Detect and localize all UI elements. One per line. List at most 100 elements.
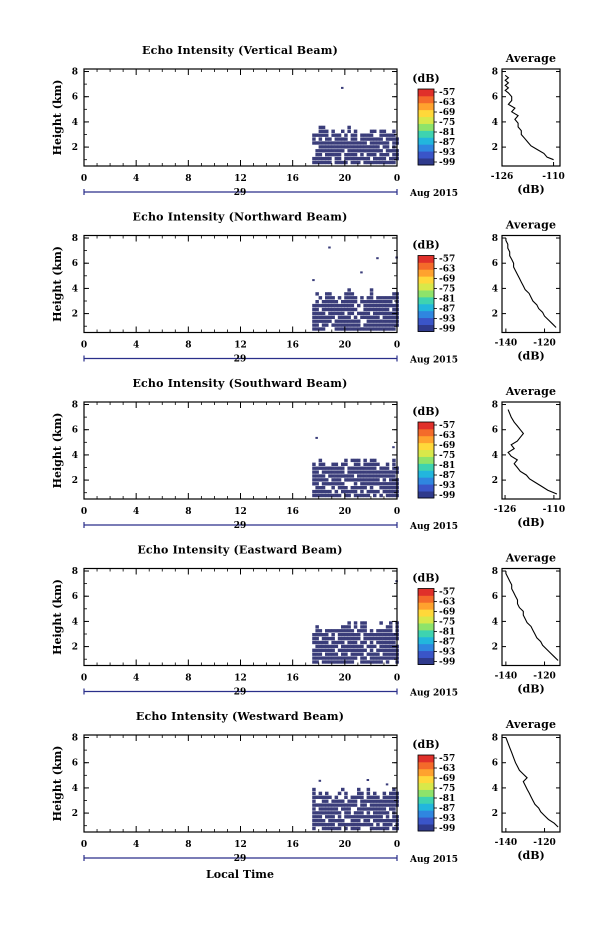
colorbar-tick-label: -63 (439, 764, 455, 774)
echo-cell (350, 470, 355, 474)
echo-cell (353, 133, 358, 137)
colorbar-segment (418, 491, 434, 499)
echo-cell (369, 648, 374, 652)
echo-cell (341, 644, 345, 649)
echo-cell (347, 300, 351, 304)
echo-cell (353, 307, 358, 312)
echo-cell (353, 811, 358, 815)
echo-cell (360, 470, 364, 474)
echo-cell (379, 141, 383, 145)
echo-cell (360, 482, 364, 486)
echo-cell (385, 462, 390, 466)
echo-cell (360, 478, 364, 482)
echo-cell (312, 648, 316, 652)
echo-cell (382, 307, 387, 312)
echo-cell (382, 327, 387, 331)
echo-cell (318, 648, 323, 652)
x-tick-label: 20 (339, 507, 352, 517)
echo-cell (376, 307, 380, 312)
echo-cell (312, 826, 316, 831)
echo-cell (315, 489, 319, 494)
echo-cell (376, 160, 380, 165)
echo-cell (376, 141, 380, 145)
echo-cell (363, 458, 367, 463)
echo-cell (350, 156, 355, 161)
echo-cell (376, 652, 380, 656)
echo-cell (389, 482, 393, 486)
echo-cell (341, 652, 345, 656)
echo-cell (321, 803, 326, 807)
echo-cell (315, 633, 319, 637)
echo-cell (312, 311, 316, 316)
echo-cell (385, 652, 390, 656)
day-label: 29 (234, 854, 247, 864)
echo-cell (382, 133, 387, 137)
echo-cell (357, 156, 361, 161)
echo-cell (325, 470, 329, 474)
echo-cell (366, 319, 371, 323)
echo-cell (350, 292, 355, 296)
echo-cell (318, 137, 323, 141)
average-title: Average (505, 552, 557, 565)
echo-cell (379, 826, 383, 831)
echo-cell (344, 629, 348, 633)
echo-cell (331, 307, 335, 312)
echo-cell (328, 300, 332, 304)
average-y-tick-label: 2 (492, 809, 498, 819)
echo-cell (312, 640, 316, 645)
x-tick-label: 0 (81, 840, 87, 850)
echo-cell (331, 811, 335, 815)
echo-cell (328, 652, 332, 656)
echo-cell (315, 436, 318, 439)
echo-cell (328, 137, 332, 141)
average-profile-line (505, 737, 559, 828)
echo-cell (382, 633, 387, 637)
echo-cell (369, 478, 374, 482)
echo-cell (321, 795, 326, 799)
echo-cell (382, 145, 387, 149)
x-tick-label: 12 (234, 840, 247, 850)
panel-4: Echo Intensity (Eastward Beam) 2 4 6 8 Height… (51, 544, 561, 699)
echo-cell (328, 803, 332, 807)
echo-cell (318, 822, 323, 827)
echo-cell (312, 803, 316, 807)
x-tick-label: 12 (234, 341, 247, 351)
day-label: 29 (234, 188, 247, 198)
echo-cell (363, 640, 367, 645)
colorbar-segment (418, 276, 434, 284)
echo-cell (315, 319, 319, 323)
echo-cell (331, 652, 335, 656)
echo-cell (312, 141, 316, 145)
colorbar-tick-label: -69 (439, 108, 455, 118)
echo-cell (315, 133, 319, 137)
colorbar-segment (418, 768, 434, 777)
echo-cell (363, 311, 367, 316)
echo-cell (392, 474, 396, 478)
echo-cell (312, 660, 316, 664)
echo-cell (376, 149, 380, 153)
echo-cell (357, 327, 361, 331)
echo-cell (353, 826, 358, 831)
echo-cell (369, 292, 374, 296)
echo-cell (341, 470, 345, 474)
y-tick-label: 6 (72, 93, 78, 103)
echo-cell (357, 149, 361, 153)
echo-cell (331, 482, 335, 486)
echo-cell (331, 648, 335, 652)
echo-cell (347, 799, 351, 803)
colorbar-segment (418, 422, 434, 430)
echo-cell (392, 137, 396, 141)
echo-cell (328, 482, 332, 486)
echo-cell (331, 149, 335, 153)
echo-cell (350, 660, 355, 664)
colorbar-tick-label: -75 (439, 118, 455, 128)
echo-cell (392, 826, 396, 831)
echo-cell (328, 636, 332, 641)
echo-cell (389, 470, 393, 474)
echo-cell (376, 640, 380, 645)
average-y-tick-label: 6 (492, 426, 498, 436)
echo-cell (366, 819, 371, 823)
x-tick-label: 16 (286, 174, 299, 184)
echo-cell (357, 458, 361, 463)
